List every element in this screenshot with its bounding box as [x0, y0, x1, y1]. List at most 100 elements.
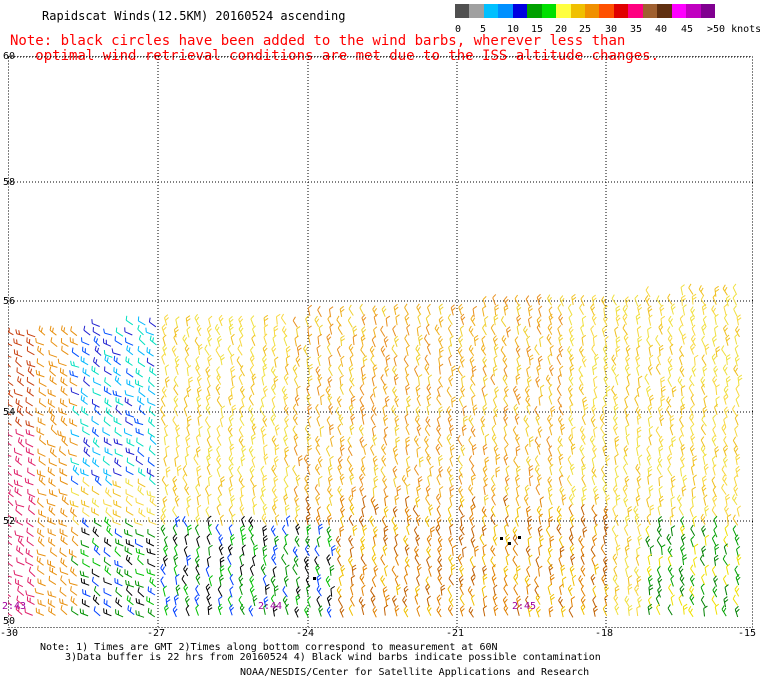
wind-barb	[559, 485, 565, 498]
wind-barb	[459, 605, 465, 617]
wind-barb	[714, 543, 720, 555]
wind-barb	[305, 315, 310, 327]
wind-barb	[340, 505, 346, 518]
wind-barb	[392, 506, 398, 518]
wind-barb	[590, 545, 596, 557]
wind-barb	[160, 405, 166, 417]
wind-barb	[262, 364, 268, 376]
wind-barb	[103, 386, 112, 396]
wind-barb	[458, 466, 464, 478]
wind-barb	[571, 485, 577, 498]
wind-barb	[59, 586, 67, 597]
wind-barb	[274, 535, 280, 547]
wind-barb	[70, 457, 80, 466]
wind-barb	[448, 554, 453, 566]
wind-barb	[671, 386, 677, 398]
wind-barb	[16, 367, 25, 377]
wind-barb	[580, 553, 585, 565]
wind-barb	[262, 474, 268, 486]
wind-barb	[123, 529, 133, 537]
wind-barb	[711, 534, 717, 546]
wind-barb	[490, 474, 496, 486]
wind-barb	[228, 485, 234, 497]
wind-barb	[68, 549, 77, 558]
wind-barb	[657, 504, 662, 516]
wind-barb	[470, 503, 476, 515]
wind-barb	[582, 526, 588, 538]
wind-barb	[147, 397, 156, 407]
wind-barb	[164, 314, 169, 326]
wind-barb	[467, 586, 474, 598]
wind-barb	[125, 337, 134, 346]
wind-barb	[239, 385, 245, 398]
wind-barb	[713, 515, 718, 528]
wind-barb	[404, 556, 410, 568]
wind-barb	[296, 326, 301, 337]
wind-barb	[468, 344, 475, 356]
wind-barb	[657, 353, 662, 366]
wind-barb	[667, 326, 673, 338]
wind-barb	[505, 504, 510, 516]
wind-barb	[348, 364, 354, 376]
wind-barb	[263, 554, 268, 566]
wind-barb	[328, 403, 334, 415]
wind-barb	[69, 500, 79, 508]
wind-barb	[228, 464, 234, 476]
wind-barb	[450, 564, 456, 575]
wind-barb	[16, 405, 24, 417]
wind-barb	[557, 303, 563, 316]
wind-barb	[624, 296, 630, 308]
wind-barb	[426, 303, 431, 316]
wind-barb	[689, 505, 694, 518]
wind-barb	[35, 369, 45, 378]
wind-barb	[306, 393, 312, 406]
wind-barb	[383, 414, 388, 426]
wind-barb	[340, 335, 346, 347]
wind-barb	[38, 456, 46, 466]
wind-barb	[382, 544, 388, 556]
wind-barb	[286, 515, 291, 527]
wind-barb	[81, 527, 90, 536]
wind-barb	[667, 334, 673, 346]
wind-barb	[623, 495, 629, 508]
wind-barb	[503, 434, 509, 446]
wind-barb	[219, 565, 225, 577]
wind-barb	[601, 474, 608, 486]
wind-barb	[15, 398, 23, 408]
wind-barb	[327, 485, 333, 497]
wind-barb	[36, 358, 45, 368]
wind-barb	[91, 469, 100, 478]
wind-barb	[691, 293, 697, 305]
wind-barb	[724, 524, 729, 537]
wind-barb	[215, 346, 221, 358]
wind-barb	[218, 544, 224, 556]
wind-barb	[197, 404, 202, 416]
wind-barb	[648, 425, 654, 437]
wind-barb	[67, 449, 77, 457]
wind-barb	[514, 336, 519, 348]
wind-barb	[48, 360, 58, 368]
lat-label-54: 54	[3, 407, 16, 418]
wind-barb	[676, 494, 682, 506]
wind-barb	[547, 583, 552, 596]
wind-barb	[348, 556, 353, 568]
wind-barb	[336, 315, 342, 327]
wind-barb	[549, 424, 554, 436]
wind-barb	[681, 333, 687, 345]
wind-barb	[526, 376, 532, 388]
wind-barb	[550, 405, 556, 417]
wind-barb	[293, 375, 299, 387]
wind-barb	[624, 364, 630, 376]
wind-barb	[8, 361, 11, 368]
wind-barb	[534, 585, 540, 598]
wind-barb	[481, 553, 486, 566]
wind-barb	[526, 403, 531, 415]
wind-barb	[403, 606, 409, 618]
wind-barb	[216, 396, 223, 408]
wind-barb	[723, 596, 729, 608]
wind-barb	[251, 423, 257, 435]
wind-barb	[700, 444, 707, 457]
wind-barb	[270, 414, 276, 426]
wind-barb	[713, 526, 718, 538]
wind-barb	[503, 394, 509, 407]
